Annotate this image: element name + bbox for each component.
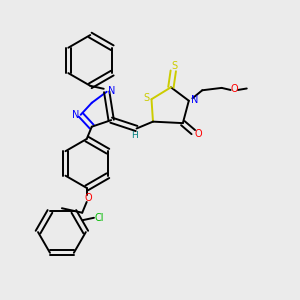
Text: H: H (131, 130, 137, 140)
Text: N: N (72, 110, 79, 120)
Text: N: N (190, 95, 198, 105)
Text: S: S (143, 93, 149, 103)
Text: O: O (194, 130, 202, 140)
Text: O: O (84, 194, 92, 203)
Text: Cl: Cl (95, 213, 104, 223)
Text: S: S (172, 61, 178, 71)
Text: O: O (230, 84, 238, 94)
Text: N: N (108, 86, 116, 96)
